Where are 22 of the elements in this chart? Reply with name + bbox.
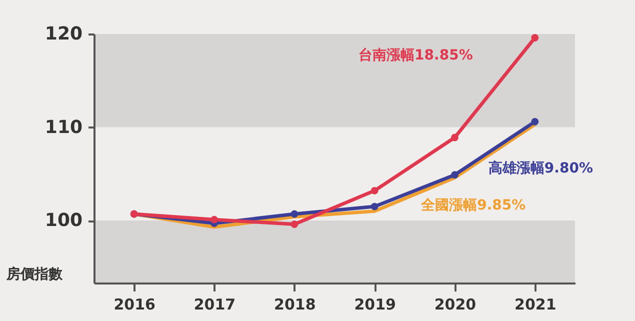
x-tick-label: 2019 (354, 296, 396, 314)
y-tick-label: 100 (44, 210, 82, 232)
x-tick-label: 2016 (114, 296, 156, 314)
point (451, 171, 458, 179)
point (210, 216, 218, 224)
point (531, 118, 539, 126)
series-label: 全國漲幅9.85% (420, 198, 526, 214)
series-label: 高雄漲幅9.80% (488, 159, 593, 176)
point (290, 210, 298, 218)
x-tick-label: 2021 (514, 296, 556, 314)
point (290, 220, 298, 228)
x-tick-label: 2020 (434, 296, 476, 314)
point (451, 134, 458, 142)
x-tick-label: 2018 (274, 296, 316, 314)
y-tick-label: 120 (44, 24, 82, 44)
y-axis-title: 房價指數 (6, 266, 64, 282)
point (370, 202, 378, 210)
point (531, 34, 539, 42)
x-tick-label: 2017 (194, 296, 236, 314)
point (370, 186, 378, 194)
text: 台南漲幅18.85% (358, 47, 473, 64)
y-tick-label: 110 (44, 116, 82, 138)
